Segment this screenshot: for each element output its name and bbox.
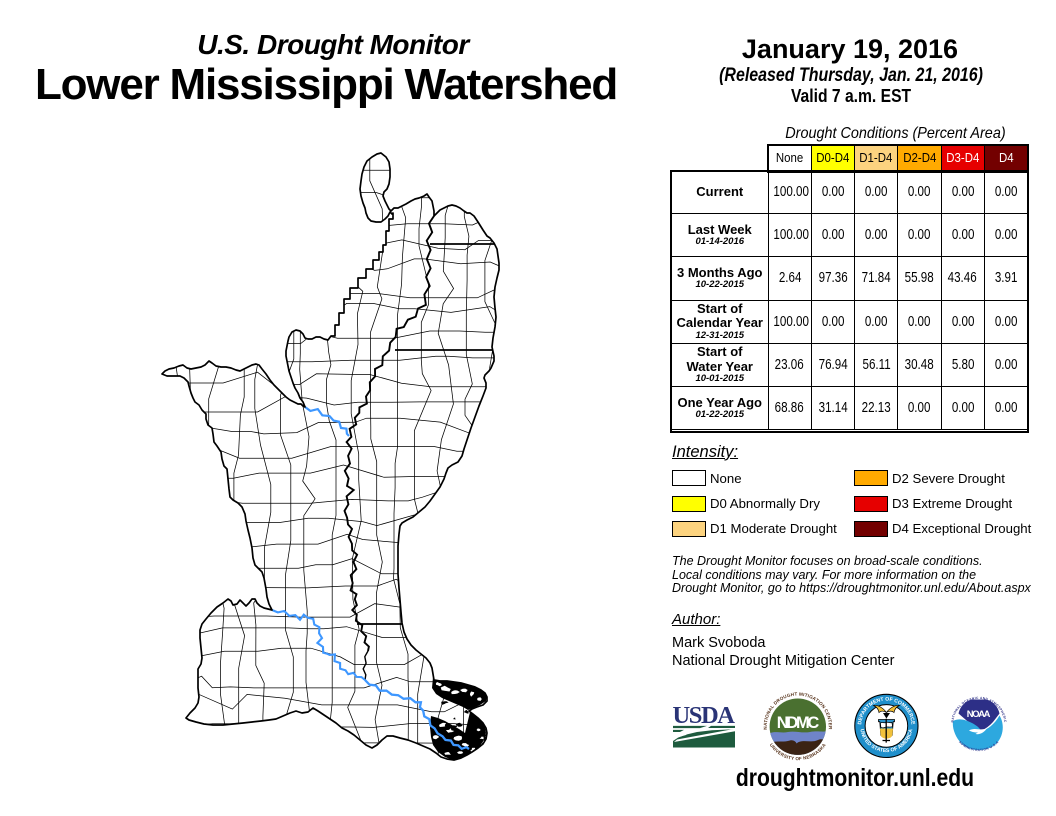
svg-text:NDMC: NDMC [777, 714, 820, 732]
svg-text:NOAA: NOAA [967, 708, 991, 719]
svg-text:USDA: USDA [673, 702, 736, 729]
